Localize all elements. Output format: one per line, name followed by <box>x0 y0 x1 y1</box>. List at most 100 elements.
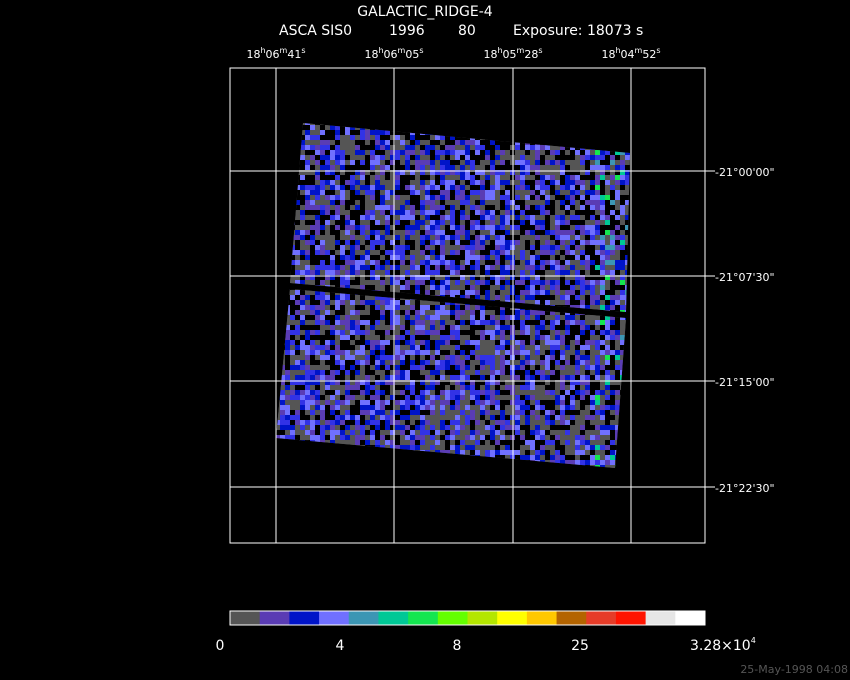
image-pixel <box>355 175 360 180</box>
image-pixel <box>360 260 365 265</box>
image-pixel <box>425 270 430 275</box>
image-pixel <box>385 175 390 180</box>
image-pixel <box>280 220 285 225</box>
image-pixel <box>375 210 380 215</box>
image-pixel <box>325 280 330 285</box>
image-pixel <box>620 430 625 435</box>
image-pixel <box>545 165 550 170</box>
image-pixel <box>385 200 390 205</box>
image-pixel <box>450 190 455 195</box>
image-pixel <box>530 165 535 170</box>
image-pixel <box>395 180 400 185</box>
image-pixel <box>475 260 480 265</box>
image-pixel <box>575 205 580 210</box>
image-pixel <box>365 290 370 295</box>
image-pixel <box>430 200 435 205</box>
image-pixel <box>485 135 490 140</box>
image-pixel <box>315 195 320 200</box>
image-pixel <box>415 130 420 135</box>
image-pixel <box>305 190 310 195</box>
image-pixel <box>440 285 445 290</box>
image-pixel <box>480 200 485 205</box>
image-pixel <box>290 180 295 185</box>
image-pixel <box>300 115 305 120</box>
image-pixel <box>535 245 540 250</box>
image-pixel <box>395 225 400 230</box>
image-pixel <box>470 115 475 120</box>
image-pixel <box>390 245 395 250</box>
image-pixel <box>455 190 460 195</box>
image-pixel <box>315 175 320 180</box>
image-pixel <box>295 240 300 245</box>
image-pixel <box>385 170 390 175</box>
image-pixel <box>350 205 355 210</box>
image-pixel <box>350 135 355 140</box>
image-pixel <box>560 220 565 225</box>
image-pixel <box>580 250 585 255</box>
image-pixel <box>565 185 570 190</box>
image-pixel <box>480 230 485 235</box>
image-pixel <box>580 210 585 215</box>
image-pixel <box>290 260 295 265</box>
image-pixel <box>415 200 420 205</box>
image-pixel <box>440 140 445 145</box>
image-pixel <box>520 135 525 140</box>
image-pixel <box>365 145 370 150</box>
image-pixel <box>525 260 530 265</box>
image-pixel <box>545 220 550 225</box>
image-pixel <box>550 215 555 220</box>
image-pixel <box>480 185 485 190</box>
image-pixel <box>580 235 585 240</box>
image-pixel <box>480 275 485 280</box>
image-pixel <box>465 270 470 275</box>
image-pixel <box>605 275 610 280</box>
image-pixel <box>475 190 480 195</box>
image-pixel <box>525 245 530 250</box>
image-pixel <box>335 285 340 290</box>
image-pixel <box>400 275 405 280</box>
image-pixel <box>580 260 585 265</box>
image-pixel <box>600 115 605 120</box>
image-pixel <box>305 225 310 230</box>
image-pixel <box>570 175 575 180</box>
image-pixel <box>460 210 465 215</box>
image-pixel <box>305 240 310 245</box>
image-pixel <box>495 290 500 295</box>
image-pixel <box>355 275 360 280</box>
image-pixel <box>375 250 380 255</box>
image-pixel <box>530 145 535 150</box>
image-pixel <box>590 200 595 205</box>
image-pixel <box>375 145 380 150</box>
image-pixel <box>565 240 570 245</box>
image-pixel <box>280 140 285 145</box>
image-pixel <box>525 175 530 180</box>
image-pixel <box>425 290 430 295</box>
image-pixel <box>550 150 555 155</box>
image-pixel <box>335 450 340 455</box>
image-pixel <box>425 125 430 130</box>
image-pixel <box>345 220 350 225</box>
image-pixel <box>270 195 275 200</box>
image-pixel <box>500 165 505 170</box>
image-pixel <box>605 160 610 165</box>
image-pixel <box>335 145 340 150</box>
image-pixel <box>315 455 320 460</box>
image-pixel <box>340 210 345 215</box>
image-pixel <box>465 185 470 190</box>
image-pixel <box>615 240 620 245</box>
image-pixel <box>320 140 325 145</box>
image-pixel <box>325 255 330 260</box>
image-pixel <box>580 180 585 185</box>
image-pixel <box>485 250 490 255</box>
image-pixel <box>610 175 615 180</box>
image-pixel <box>605 123 610 125</box>
image-pixel <box>565 285 570 290</box>
image-pixel <box>355 130 360 135</box>
image-pixel <box>460 160 465 165</box>
image-pixel <box>310 200 315 205</box>
image-pixel <box>625 180 630 185</box>
image-pixel <box>370 450 375 455</box>
image-pixel <box>400 205 405 210</box>
image-pixel <box>360 123 365 125</box>
image-pixel <box>605 285 610 290</box>
